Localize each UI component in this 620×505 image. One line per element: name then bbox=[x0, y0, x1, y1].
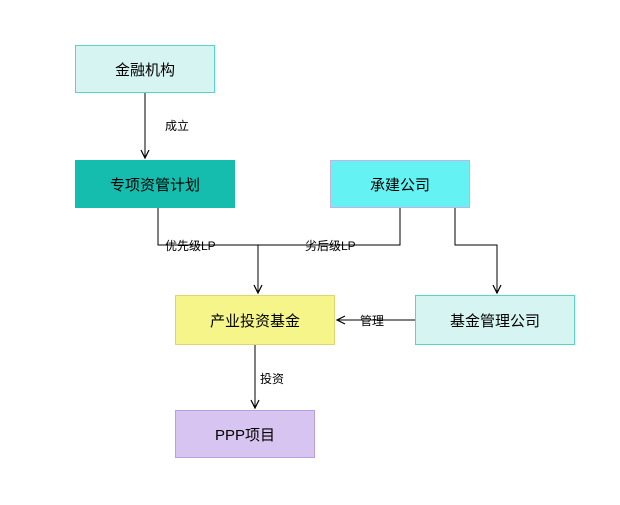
node-special-asset-plan: 专项资管计划 bbox=[75, 160, 235, 208]
edge-label-e5: 管理 bbox=[360, 312, 384, 329]
node-fund-management-company: 基金管理公司 bbox=[415, 295, 575, 345]
arrowhead-e2 bbox=[254, 285, 262, 293]
node-industry-investment-fund: 产业投资基金 bbox=[175, 295, 335, 345]
arrowhead-e4 bbox=[493, 285, 501, 293]
arrowhead-e6 bbox=[251, 400, 259, 408]
arrowhead-e1 bbox=[141, 150, 149, 158]
edge-label-e2: 优先级LP bbox=[165, 237, 216, 254]
edge-label-e1: 成立 bbox=[165, 117, 189, 134]
node-financial-institution: 金融机构 bbox=[75, 45, 215, 93]
edge-label-e3: 劣后级LP bbox=[305, 237, 356, 254]
edge-e4 bbox=[455, 208, 497, 293]
node-construction-company: 承建公司 bbox=[330, 160, 470, 208]
arrowhead-e5 bbox=[337, 316, 345, 324]
edge-label-e6: 投资 bbox=[260, 370, 284, 387]
node-ppp-project: PPP项目 bbox=[175, 410, 315, 458]
